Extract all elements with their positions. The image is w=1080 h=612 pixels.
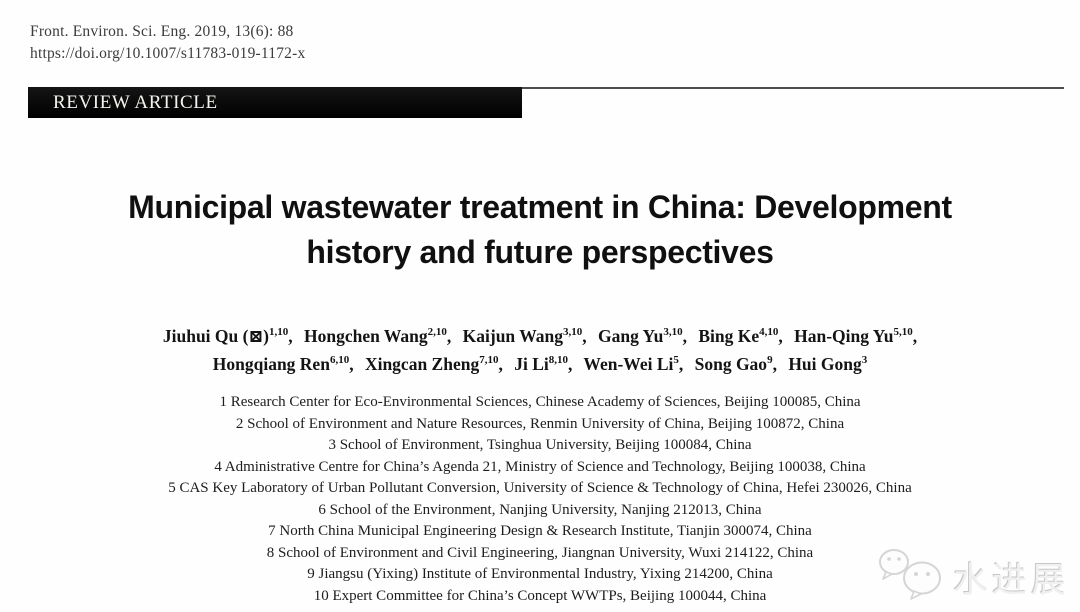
affiliation-number: 1 (219, 394, 227, 410)
author-separator: , (349, 354, 354, 374)
author-name: Hui Gong (788, 354, 862, 374)
author-superscript: 3,10 (562, 326, 583, 339)
affiliation-number: 6 (318, 501, 326, 518)
author-name: Kaijun Wang (462, 326, 563, 346)
author: Jiuhui Qu (⊠)1,10, (163, 326, 293, 346)
author: Bing Ke4,10, (698, 326, 782, 346)
affiliation-number: 8 (266, 544, 275, 561)
affiliation-text: Jiangsu (Yixing) Institute of Environmen… (318, 566, 773, 582)
author-superscript: 3 (861, 354, 868, 367)
author-superscript: 1,10 (268, 326, 289, 339)
author-separator: , (682, 326, 687, 346)
affiliation-item: 4 Administrative Centre for China’s Agen… (0, 457, 1080, 479)
author: Han-Qing Yu5,10, (794, 326, 917, 346)
author-separator: , (498, 354, 503, 374)
article-type-banner: REVIEW ARTICLE (28, 87, 522, 118)
affiliation-item: 10 Expert Committee for China’s Concept … (0, 586, 1080, 608)
author-separator: , (778, 326, 783, 346)
doi-text: https://doi.org/10.1007/s11783-019-1172-… (30, 45, 306, 62)
author: Kaijun Wang3,10, (463, 326, 587, 346)
affiliation-item: 9 Jiangsu (Yixing) Institute of Environm… (0, 564, 1080, 586)
author: Hongqiang Ren6,10, (213, 354, 354, 374)
title-line-2: history and future perspectives (306, 234, 774, 270)
affiliation-number: 7 (268, 523, 276, 539)
affiliation-number: 10 (313, 587, 329, 604)
author-name: Han-Qing Yu (794, 326, 894, 346)
affiliation-number: 2 (235, 415, 244, 432)
author-name: Gang Yu (597, 326, 664, 346)
author: Xingcan Zheng7,10, (365, 354, 503, 374)
affiliation-text: Expert Committee for China’s Concept WWT… (332, 587, 767, 604)
journal-citation: Front. Environ. Sci. Eng. 2019, 13(6): 8… (30, 23, 294, 40)
author-superscript: 3,10 (663, 326, 683, 339)
author-name: Wen-Wei Li (583, 354, 674, 374)
affiliation-number: 9 (307, 566, 315, 582)
author-superscript: 2,10 (427, 326, 447, 339)
affiliation-text: School of the Environment, Nanjing Unive… (329, 501, 762, 518)
affiliation-item: 3 School of Environment, Tsinghua Univer… (0, 435, 1080, 457)
author-superscript: 7,10 (479, 354, 499, 367)
affiliation-item: 8 School of Environment and Civil Engine… (0, 543, 1080, 565)
author-separator: , (772, 354, 777, 374)
article-type-label: REVIEW ARTICLE (53, 92, 218, 113)
affiliation-item: 2 School of Environment and Nature Resou… (0, 414, 1080, 436)
affiliation-text: Research Center for Eco-Environmental Sc… (230, 394, 861, 410)
watermark: 水进展 (877, 547, 1070, 608)
article-title: Municipal wastewater treatment in China:… (0, 185, 1080, 275)
author-superscript: 9 (767, 354, 773, 367)
author-line-1: Jiuhui Qu (⊠)1,10, Hongchen Wang2,10, Ka… (0, 322, 1080, 350)
author-separator: , (678, 354, 684, 374)
author: Wen-Wei Li5, (583, 354, 683, 374)
author-separator: , (582, 326, 587, 346)
affiliation-text: School of Environment, Tsinghua Universi… (339, 437, 752, 453)
author-name: Song Gao (694, 354, 768, 374)
author-name: Ji Li (514, 354, 549, 374)
author-name: Xingcan Zheng (364, 354, 480, 374)
author-list: Jiuhui Qu (⊠)1,10, Hongchen Wang2,10, Ka… (0, 322, 1080, 378)
author-separator: , (288, 326, 293, 346)
author: Hui Gong3 (788, 354, 867, 374)
affiliation-number: 3 (328, 437, 336, 453)
author-superscript: 4,10 (759, 326, 779, 339)
author-separator: , (567, 354, 573, 374)
author-superscript: 8,10 (548, 354, 568, 367)
author: Hongchen Wang2,10, (304, 326, 451, 346)
affiliation-list: 1 Research Center for Eco-Environmental … (0, 392, 1080, 607)
affiliation-text: CAS Key Laboratory of Urban Pollutant Co… (179, 480, 912, 496)
affiliation-item: 1 Research Center for Eco-Environmental … (0, 392, 1080, 414)
author-name: Hongchen Wang (303, 326, 428, 346)
author-name: Jiuhui Qu (⊠) (162, 326, 269, 346)
affiliation-text: North China Municipal Engineering Design… (279, 523, 812, 539)
affiliation-number: 4 (214, 458, 222, 475)
author: Ji Li8,10, (514, 354, 572, 374)
affiliation-item: 6 School of the Environment, Nanjing Uni… (0, 500, 1080, 522)
banner-rule (522, 87, 1064, 89)
author-superscript: 6,10 (329, 354, 350, 367)
author: Song Gao9, (695, 354, 777, 374)
wechat-icon (877, 547, 951, 608)
author-separator: , (912, 326, 918, 346)
affiliation-item: 5 CAS Key Laboratory of Urban Pollutant … (0, 478, 1080, 500)
affiliation-text: School of Environment and Nature Resourc… (247, 415, 845, 432)
author-superscript: 5,10 (893, 326, 913, 339)
watermark-text: 水进展 (952, 561, 1070, 601)
affiliation-text: Administrative Centre for China’s Agenda… (224, 458, 866, 475)
affiliation-item: 7 North China Municipal Engineering Desi… (0, 521, 1080, 543)
author-line-2: Hongqiang Ren6,10, Xingcan Zheng7,10, Ji… (0, 350, 1080, 378)
masthead: Front. Environ. Sci. Eng. 2019, 13(6): 8… (30, 21, 305, 65)
title-line-1: Municipal wastewater treatment in China:… (128, 189, 952, 225)
affiliation-number: 5 (168, 480, 176, 496)
author-name: Hongqiang Ren (212, 354, 330, 374)
author-superscript: 5 (673, 354, 679, 367)
author-name: Bing Ke (698, 326, 760, 346)
author-separator: , (446, 326, 452, 346)
affiliation-text: School of Environment and Civil Engineer… (278, 544, 814, 561)
author: Gang Yu3,10, (598, 326, 687, 346)
